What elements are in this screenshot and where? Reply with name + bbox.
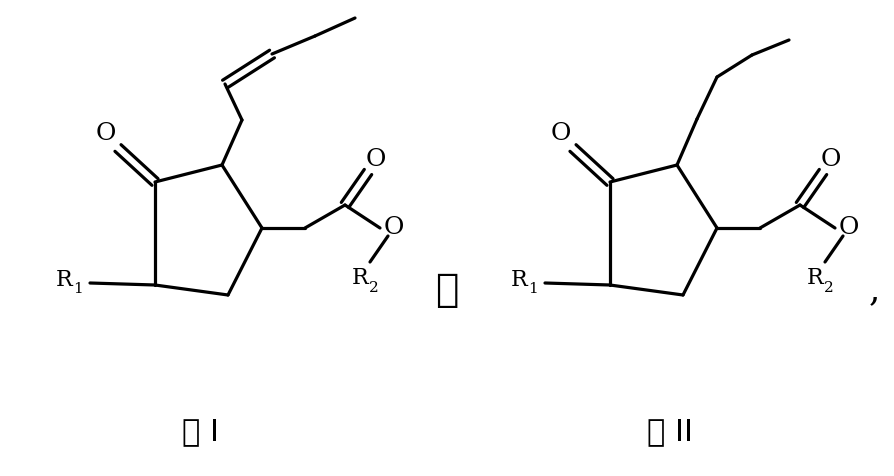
Text: ,: , — [868, 273, 880, 307]
Text: R: R — [55, 269, 72, 291]
Text: 2: 2 — [369, 281, 379, 295]
Text: 式 II: 式 II — [647, 417, 693, 446]
Text: O: O — [366, 149, 386, 171]
Text: O: O — [96, 122, 116, 146]
Text: O: O — [839, 217, 859, 239]
Text: 1: 1 — [73, 282, 83, 296]
Text: O: O — [384, 217, 404, 239]
Text: R: R — [806, 267, 823, 289]
Text: 1: 1 — [528, 282, 538, 296]
Text: R: R — [351, 267, 368, 289]
Text: 或: 或 — [435, 271, 459, 309]
Text: O: O — [551, 122, 571, 146]
Text: 2: 2 — [824, 281, 834, 295]
Text: R: R — [510, 269, 527, 291]
Text: O: O — [821, 149, 841, 171]
Text: 式 I: 式 I — [181, 417, 218, 446]
